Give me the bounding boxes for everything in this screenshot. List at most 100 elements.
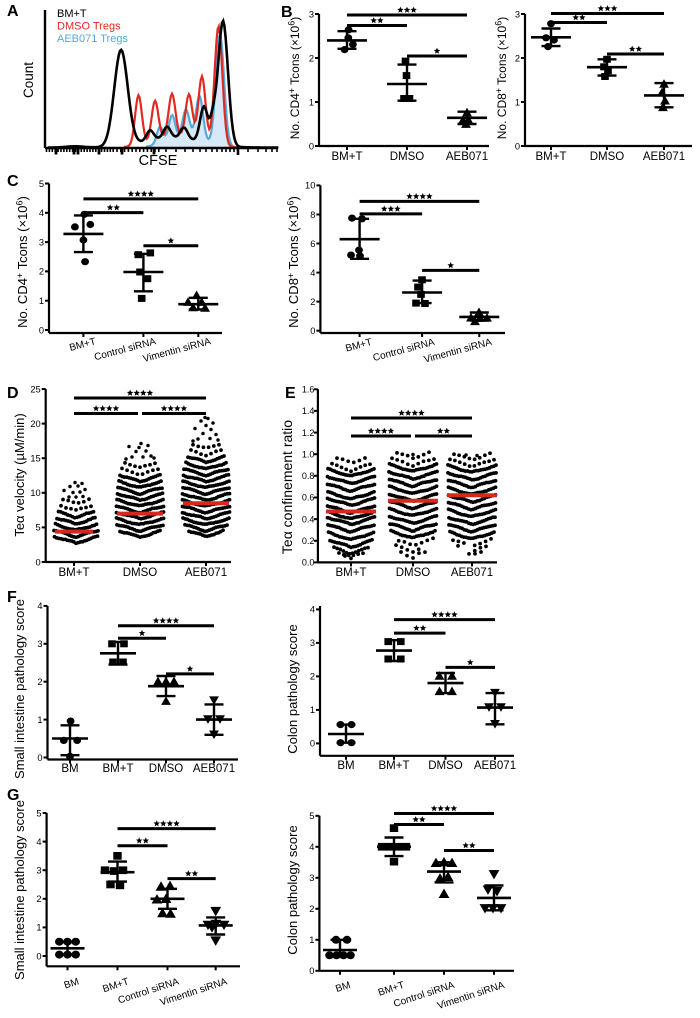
svg-text:4: 4 <box>309 842 314 852</box>
svg-text:3: 3 <box>515 9 520 19</box>
svg-text:No. CD4+ Tcons (×106): No. CD4+ Tcons (×106) <box>15 196 31 328</box>
svg-text:2: 2 <box>36 894 41 904</box>
svg-text:Colon pathology score: Colon pathology score <box>285 825 300 954</box>
svg-text:D: D <box>7 385 19 402</box>
svg-text:1.6: 1.6 <box>302 385 315 395</box>
svg-text:0: 0 <box>515 141 520 151</box>
svg-text:CFSE: CFSE <box>139 153 178 169</box>
svg-text:1: 1 <box>39 296 44 306</box>
svg-text:AEB071: AEB071 <box>451 567 493 579</box>
svg-text:1: 1 <box>309 935 314 945</box>
svg-text:0: 0 <box>37 753 42 763</box>
svg-text:0: 0 <box>36 557 41 567</box>
svg-text:E: E <box>285 385 296 402</box>
svg-text:4: 4 <box>310 605 315 615</box>
svg-text:0: 0 <box>310 739 315 749</box>
svg-text:BM: BM <box>61 763 78 775</box>
svg-text:1.4: 1.4 <box>302 406 315 416</box>
svg-text:BM+T: BM+T <box>336 567 367 579</box>
svg-text:10: 10 <box>30 488 40 498</box>
svg-text:25: 25 <box>30 384 40 394</box>
svg-text:G: G <box>7 787 19 804</box>
svg-text:3: 3 <box>309 873 314 883</box>
svg-text:Count: Count <box>21 62 36 98</box>
svg-text:0.6: 0.6 <box>302 493 315 503</box>
svg-text:AEB071: AEB071 <box>446 151 488 163</box>
svg-text:2: 2 <box>309 904 314 914</box>
svg-text:AEB071 Tregs: AEB071 Tregs <box>57 33 128 45</box>
svg-text:AEB071: AEB071 <box>474 760 516 772</box>
svg-text:DMSO: DMSO <box>396 567 431 579</box>
svg-text:2: 2 <box>39 267 44 277</box>
svg-text:DMSO: DMSO <box>590 151 625 163</box>
svg-text:0.0: 0.0 <box>302 558 315 568</box>
svg-text:No. CD8+ Tcons (×106): No. CD8+ Tcons (×106) <box>494 17 510 139</box>
svg-text:DMSO Tregs: DMSO Tregs <box>57 21 121 33</box>
svg-text:A: A <box>7 3 19 20</box>
svg-text:Teα confinement ratio: Teα confinement ratio <box>279 420 295 554</box>
svg-text:Small intestine pathology scor: Small intestine pathology score <box>12 599 27 779</box>
svg-text:BM: BM <box>63 976 81 991</box>
svg-text:2: 2 <box>309 53 314 63</box>
svg-text:AEB071: AEB071 <box>185 567 227 579</box>
svg-text:20: 20 <box>30 419 40 429</box>
svg-text:BM+T: BM+T <box>103 763 134 775</box>
svg-text:DMSO: DMSO <box>123 567 158 579</box>
svg-text:0: 0 <box>39 325 44 335</box>
svg-text:DMSO: DMSO <box>390 151 425 163</box>
svg-text:Colon pathology score: Colon pathology score <box>285 624 300 753</box>
svg-text:4: 4 <box>39 208 44 218</box>
svg-text:3: 3 <box>309 9 314 19</box>
svg-text:BM+T: BM+T <box>379 760 410 772</box>
svg-text:3: 3 <box>37 639 42 649</box>
svg-text:BM+T: BM+T <box>59 567 90 579</box>
svg-text:1.0: 1.0 <box>302 449 315 459</box>
svg-text:DMSO: DMSO <box>428 760 463 772</box>
svg-text:5: 5 <box>36 808 41 818</box>
svg-text:BM: BM <box>337 760 354 772</box>
svg-text:No. CD8+ Tcons (×106): No. CD8+ Tcons (×106) <box>286 196 302 328</box>
svg-text:0: 0 <box>309 966 314 976</box>
svg-text:4: 4 <box>310 268 315 278</box>
svg-text:1: 1 <box>36 923 41 933</box>
svg-text:0.8: 0.8 <box>302 471 315 481</box>
svg-text:2: 2 <box>37 677 42 687</box>
svg-text:Small intestine pathology scor: Small intestine pathology score <box>12 800 27 980</box>
svg-text:3: 3 <box>39 237 44 247</box>
svg-text:2: 2 <box>310 297 315 307</box>
svg-text:BM+T: BM+T <box>536 151 567 163</box>
svg-text:BM: BM <box>334 980 352 995</box>
svg-text:0: 0 <box>36 951 41 961</box>
svg-text:5: 5 <box>309 811 314 821</box>
svg-text:AEB071: AEB071 <box>643 151 685 163</box>
svg-text:B: B <box>281 4 293 21</box>
svg-text:15: 15 <box>30 454 40 464</box>
svg-text:10: 10 <box>305 181 315 191</box>
svg-text:1: 1 <box>37 715 42 725</box>
svg-text:8: 8 <box>310 210 315 220</box>
svg-text:5: 5 <box>39 179 44 189</box>
svg-text:1: 1 <box>515 97 520 107</box>
svg-text:1.2: 1.2 <box>302 428 315 438</box>
svg-text:0: 0 <box>310 326 315 336</box>
svg-text:4: 4 <box>36 837 41 847</box>
svg-text:3: 3 <box>310 638 315 648</box>
svg-text:No. CD4+ Tcons (×106): No. CD4+ Tcons (×106) <box>287 17 303 139</box>
svg-text:6: 6 <box>310 239 315 249</box>
svg-text:BM+T: BM+T <box>332 151 363 163</box>
svg-text:F: F <box>7 589 17 606</box>
svg-text:4: 4 <box>37 601 42 611</box>
svg-text:BM+T: BM+T <box>57 8 87 20</box>
svg-text:2: 2 <box>310 672 315 682</box>
svg-text:3: 3 <box>36 866 41 876</box>
svg-text:AEB071: AEB071 <box>193 763 235 775</box>
svg-text:DMSO: DMSO <box>149 763 184 775</box>
svg-text:0: 0 <box>309 141 314 151</box>
svg-text:2: 2 <box>515 53 520 63</box>
svg-text:C: C <box>7 173 19 190</box>
svg-text:1: 1 <box>309 97 314 107</box>
svg-text:5: 5 <box>36 523 41 533</box>
svg-text:1: 1 <box>310 705 315 715</box>
svg-text:0.4: 0.4 <box>302 514 315 524</box>
svg-text:Teα velocity (µM/min): Teα velocity (µM/min) <box>12 413 27 536</box>
